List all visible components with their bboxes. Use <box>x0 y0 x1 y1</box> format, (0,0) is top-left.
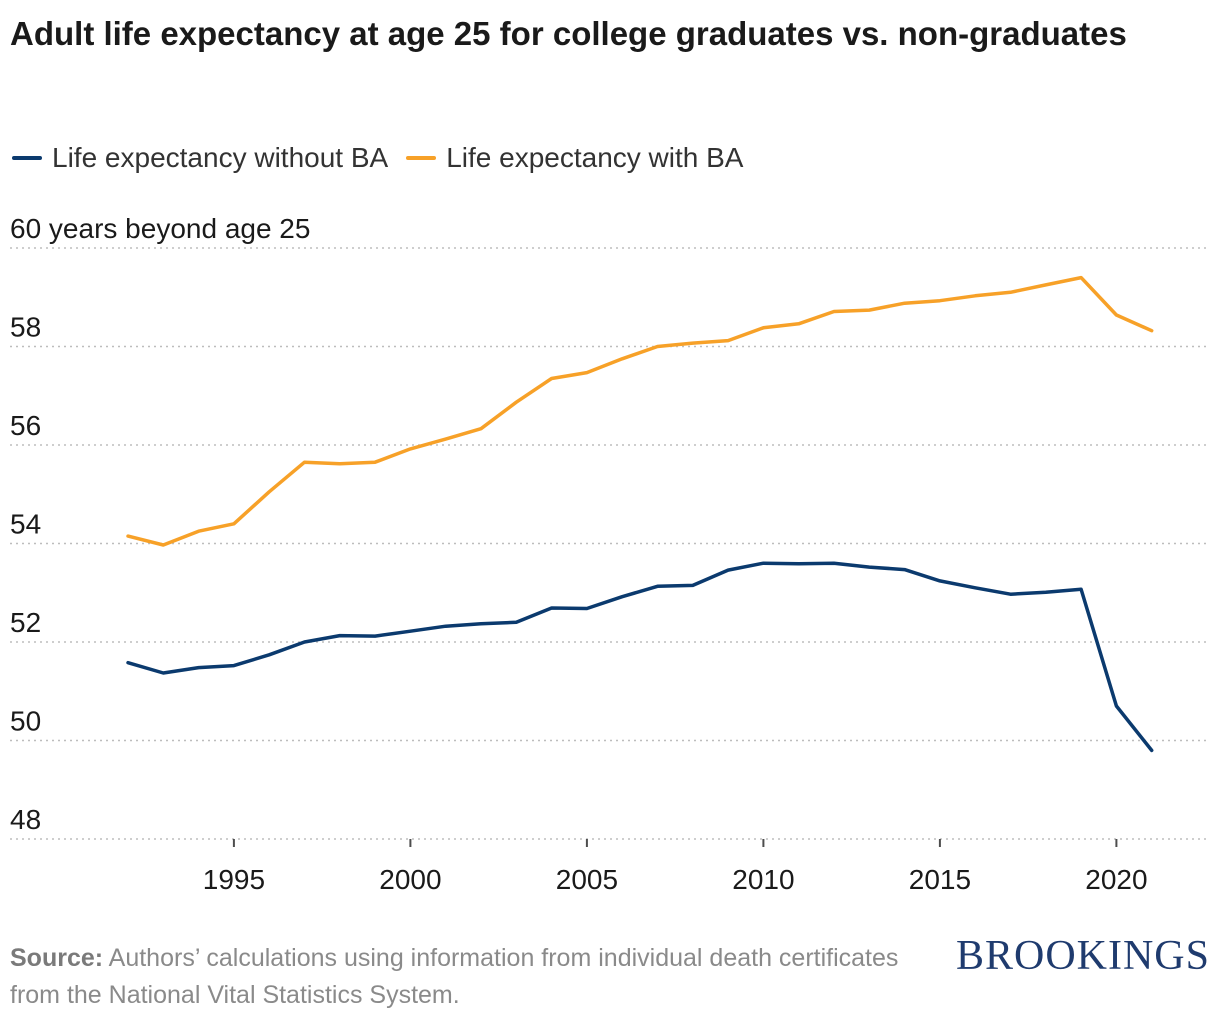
y-tick-label-60: 60 years beyond age 25 <box>10 213 310 244</box>
x-tick-label-2000: 2000 <box>379 864 441 895</box>
source-label: Source: <box>10 944 104 972</box>
source-text: Authors’ calculations using information … <box>10 944 899 1009</box>
legend-item-with-ba: Life expectancy with BA <box>406 142 743 174</box>
y-tick-label-54: 54 <box>10 509 41 540</box>
series-line-without-ba <box>126 561 1154 753</box>
series-line-with-ba <box>126 275 1154 547</box>
y-tick-label-48: 48 <box>10 804 41 835</box>
brand-logo: BROOKINGS <box>955 933 1210 979</box>
x-tick-label-1995: 1995 <box>203 864 265 895</box>
source-note: Source: Authors’ calculations using info… <box>10 940 910 1014</box>
legend-swatch-with-ba <box>406 156 437 160</box>
legend-swatch-without-ba <box>12 156 42 160</box>
line-chart: 48 50 52 54 56 58 60 years beyond age 25 1995 20… <box>10 213 1208 895</box>
legend-label-without-ba: Life expectancy without BA <box>52 142 389 173</box>
x-tick-label-2010: 2010 <box>732 864 794 895</box>
y-tick-label-58: 58 <box>10 312 41 343</box>
x-tick-label-2005: 2005 <box>556 864 618 895</box>
x-tick-label-2020: 2020 <box>1085 864 1147 895</box>
x-tick-label-2015: 2015 <box>909 864 971 895</box>
legend-label-with-ba: Life expectancy with BA <box>446 142 744 173</box>
y-tick-label-56: 56 <box>10 410 41 441</box>
chart-legend: Life expectancy without BA Life expectan… <box>12 142 761 174</box>
y-tick-label-50: 50 <box>10 706 41 737</box>
chart-title: Adult life expectancy at age 25 for coll… <box>10 15 1127 52</box>
legend-item-without-ba: Life expectancy without BA <box>12 142 388 174</box>
y-tick-label-52: 52 <box>10 607 41 638</box>
